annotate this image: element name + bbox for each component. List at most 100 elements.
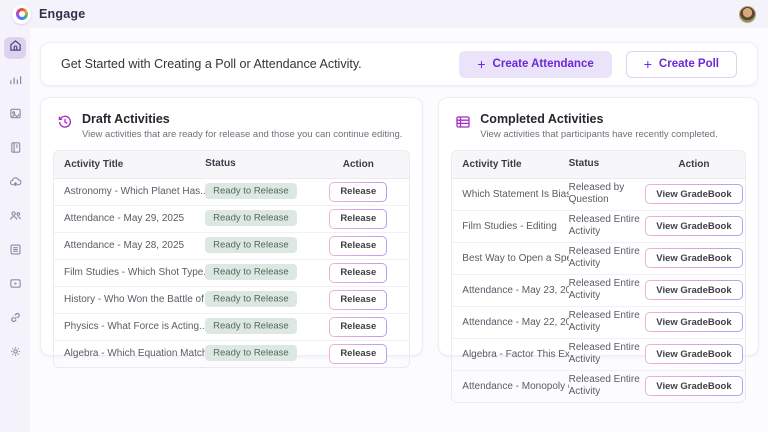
column-header-action: Action <box>653 159 735 170</box>
activity-title: Attendance - May 29, 2025 <box>64 213 205 224</box>
banner-actions: + Create Attendance + Create Poll <box>459 51 737 78</box>
create-poll-button[interactable]: + Create Poll <box>626 51 737 78</box>
settings-icon <box>9 345 22 363</box>
sidebar-item-users[interactable] <box>4 207 26 229</box>
status-badge: Ready to Release <box>205 183 297 199</box>
table-row: Algebra - Factor This Expre... Released … <box>452 339 745 371</box>
sidebar-item-cloud[interactable] <box>4 173 26 195</box>
sidebar-item-slides[interactable] <box>4 105 26 127</box>
activity-title: Film Studies - Which Shot Type... <box>64 267 205 278</box>
activity-title: Attendance - May 23, 2025 <box>462 285 568 296</box>
activity-title: History - Who Won the Battle of... <box>64 294 205 305</box>
table-row: Attendance - May 28, 2025 Ready to Relea… <box>54 233 409 260</box>
analytics-icon <box>9 73 22 91</box>
get-started-banner: Get Started with Creating a Poll or Atte… <box>40 42 758 86</box>
draft-panel-header: Draft Activities View activities that ar… <box>53 110 410 150</box>
app-title: Engage <box>39 7 85 21</box>
activity-title: Attendance - Monopoly or... <box>462 381 568 392</box>
notebook-icon <box>9 141 22 159</box>
table-row: Attendance - Monopoly or... Released Ent… <box>452 371 745 402</box>
release-button[interactable]: Release <box>329 344 387 364</box>
activity-title: Attendance - May 22, 2025 <box>462 317 568 328</box>
view-gradebook-button[interactable]: View GradeBook <box>645 216 742 236</box>
completed-panel-title: Completed Activities <box>480 112 717 126</box>
view-gradebook-button[interactable]: View GradeBook <box>645 280 742 300</box>
plus-icon: + <box>644 57 652 71</box>
draft-panel-title: Draft Activities <box>82 112 402 126</box>
draft-panel-subtitle: View activities that are ready for relea… <box>82 129 402 140</box>
plus-icon: + <box>477 57 485 71</box>
sidebar-item-settings[interactable] <box>4 343 26 365</box>
table-row: Best Way to Open a Speech? Released Enti… <box>452 243 745 275</box>
draft-activities-table: Activity Title Status Action Astronomy -… <box>53 150 410 368</box>
column-header-activity-title: Activity Title <box>64 159 205 170</box>
table-row: Physics - What Force is Acting... Ready … <box>54 314 409 341</box>
column-header-status: Status <box>205 158 317 171</box>
link-icon <box>9 311 22 329</box>
logo-swirl-icon <box>16 8 28 20</box>
create-attendance-label: Create Attendance <box>493 58 594 70</box>
table-row: Attendance - May 29, 2025 Ready to Relea… <box>54 206 409 233</box>
banner-title: Get Started with Creating a Poll or Atte… <box>61 57 362 71</box>
table-row: Film Studies - Editing Released Entire A… <box>452 211 745 243</box>
release-status: Released Entire Activity <box>569 342 653 367</box>
users-icon <box>9 209 22 227</box>
list-icon <box>9 243 22 261</box>
activity-title: Film Studies - Editing <box>462 221 568 232</box>
release-button[interactable]: Release <box>329 317 387 337</box>
status-badge: Ready to Release <box>205 237 297 253</box>
sidebar-item-notebook[interactable] <box>4 139 26 161</box>
table-row: Which Statement Is Bias-Free? Released b… <box>452 179 745 211</box>
sidebar-item-analytics[interactable] <box>4 71 26 93</box>
completed-table-header: Activity Title Status Action <box>452 151 745 179</box>
release-status: Released Entire Activity <box>569 310 653 335</box>
sidebar-item-home[interactable] <box>4 37 26 59</box>
release-button[interactable]: Release <box>329 209 387 229</box>
release-status: Released Entire Activity <box>569 374 653 399</box>
user-avatar[interactable] <box>739 6 756 23</box>
release-status: Released Entire Activity <box>569 278 653 303</box>
sidebar-item-link[interactable] <box>4 309 26 331</box>
gradebook-table-icon <box>455 114 471 130</box>
table-row: Algebra - Which Equation Match... Ready … <box>54 341 409 367</box>
release-button[interactable]: Release <box>329 290 387 310</box>
home-icon <box>9 39 22 57</box>
completed-panel-header: Completed Activities View activities tha… <box>451 110 746 150</box>
sidebar-item-media[interactable] <box>4 275 26 297</box>
completed-activities-table: Activity Title Status Action Which State… <box>451 150 746 403</box>
column-header-activity-title: Activity Title <box>462 159 568 170</box>
table-row: Astronomy - Which Planet Has... Ready to… <box>54 179 409 206</box>
top-bar: Engage <box>0 0 768 28</box>
slides-icon <box>9 107 22 125</box>
activity-title: Attendance - May 28, 2025 <box>64 240 205 251</box>
draft-activities-panel: Draft Activities View activities that ar… <box>40 97 423 356</box>
completed-panel-subtitle: View activities that participants have r… <box>480 129 717 140</box>
column-header-status: Status <box>569 158 653 171</box>
activity-title: Physics - What Force is Acting... <box>64 321 205 332</box>
view-gradebook-button[interactable]: View GradeBook <box>645 312 742 332</box>
activity-title: Algebra - Factor This Expre... <box>462 349 568 360</box>
create-attendance-button[interactable]: + Create Attendance <box>459 51 611 78</box>
sidebar-item-list[interactable] <box>4 241 26 263</box>
view-gradebook-button[interactable]: View GradeBook <box>645 248 742 268</box>
history-clock-icon <box>57 114 73 130</box>
release-button[interactable]: Release <box>329 182 387 202</box>
column-header-action: Action <box>317 159 399 170</box>
create-poll-label: Create Poll <box>659 58 719 70</box>
cloud-icon <box>9 175 22 193</box>
status-badge: Ready to Release <box>205 264 297 280</box>
release-button[interactable]: Release <box>329 236 387 256</box>
release-status: Released Entire Activity <box>569 246 653 271</box>
media-icon <box>9 277 22 295</box>
release-button[interactable]: Release <box>329 263 387 283</box>
view-gradebook-button[interactable]: View GradeBook <box>645 184 742 204</box>
view-gradebook-button[interactable]: View GradeBook <box>645 344 742 364</box>
activity-title: Algebra - Which Equation Match... <box>64 348 205 359</box>
view-gradebook-button[interactable]: View GradeBook <box>645 376 742 396</box>
activity-title: Astronomy - Which Planet Has... <box>64 186 205 197</box>
status-badge: Ready to Release <box>205 318 297 334</box>
table-row: Film Studies - Which Shot Type... Ready … <box>54 260 409 287</box>
table-row: History - Who Won the Battle of... Ready… <box>54 287 409 314</box>
status-badge: Ready to Release <box>205 291 297 307</box>
engage-logo <box>12 5 31 24</box>
